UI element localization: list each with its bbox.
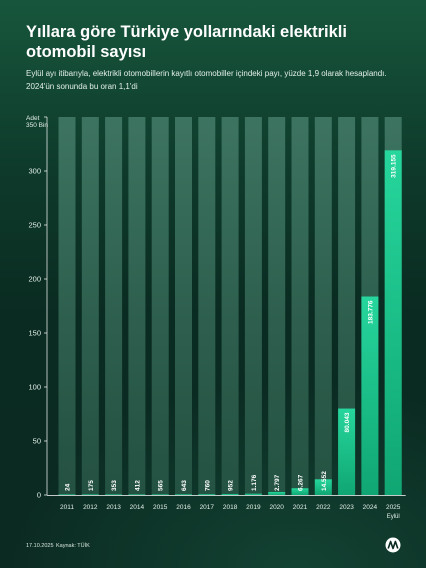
value-label-2017: 760 <box>204 480 211 491</box>
bar-background <box>268 117 286 495</box>
page-title: Yıllara göre Türkiye yollarındaki elektr… <box>26 23 347 61</box>
bar-background <box>198 117 216 495</box>
bar-background <box>221 117 239 495</box>
bar-2012 <box>81 494 99 495</box>
bar-background <box>175 117 192 495</box>
bar-2017 <box>198 494 216 495</box>
value-label-2012: 175 <box>88 480 95 491</box>
x-tick-label-2023: 2023 <box>339 504 354 511</box>
page-subtitle: Eylül ayı itibarıyla, elektrikli otomobi… <box>26 69 387 91</box>
y-tick-label: 150 <box>28 329 41 338</box>
y-tick-label: 0 <box>37 491 41 500</box>
bar-2020 <box>268 491 286 495</box>
y-axis-label-unit: Adet <box>26 115 40 122</box>
bar-2015 <box>151 494 169 495</box>
value-label-2025: 319.155 <box>391 154 398 178</box>
y-tick-label: 100 <box>28 383 41 392</box>
value-label-2014: 412 <box>134 480 141 491</box>
bar-background <box>81 117 99 495</box>
x-tick-label-2014: 2014 <box>130 504 145 511</box>
bar-background <box>338 117 356 495</box>
footer-source: Kaynak: TÜİK <box>56 543 90 549</box>
x-tick-label-2016: 2016 <box>176 504 191 511</box>
y-axis-label-top: 350 Bin <box>26 122 48 129</box>
x-tick-label-2011: 2011 <box>60 504 74 511</box>
x-tick-label-2021: 2021 <box>293 504 308 511</box>
x-tick-label-2012: 2012 <box>83 504 98 511</box>
x-axis: 2011 2012 2013 2014 2015 2016 2017 2018 2019 2020… <box>47 495 406 520</box>
value-label-2015: 565 <box>158 480 165 491</box>
value-label-2011: 24 <box>65 483 72 491</box>
bar-2021 <box>291 488 309 495</box>
value-label-2013: 353 <box>111 480 118 491</box>
value-label-2020: 2.797 <box>274 474 281 491</box>
x-tick-label-2022: 2022 <box>316 504 331 511</box>
bar-background <box>58 117 76 495</box>
value-label-2016: 643 <box>181 480 188 491</box>
y-tick-label: 50 <box>33 437 41 446</box>
aa-logo-icon <box>385 537 401 553</box>
x-tick-label-2024: 2024 <box>363 504 378 511</box>
x-tick-label-2017: 2017 <box>200 504 215 511</box>
bar-2018 <box>221 493 239 495</box>
x-tick-label-2020: 2020 <box>269 504 284 511</box>
x-tick-label-2015: 2015 <box>153 504 168 511</box>
value-label-2018: 952 <box>228 480 235 491</box>
bar-2011 <box>58 494 76 495</box>
bar-2016 <box>175 494 192 495</box>
x-tick-note: Eylül <box>387 514 400 520</box>
bar-background <box>128 117 146 495</box>
bar-2014 <box>128 494 146 495</box>
bar-2025 <box>384 150 402 495</box>
bar-2023 <box>338 408 356 495</box>
bar-2022 <box>314 479 332 495</box>
bar-background <box>105 117 123 495</box>
x-tick-label-2025: 2025 <box>386 504 401 511</box>
x-tick-label-2018: 2018 <box>223 504 238 511</box>
y-tick-label: 200 <box>28 275 41 284</box>
bar-background <box>151 117 169 495</box>
y-tick-label: 250 <box>28 221 41 230</box>
value-label-2024: 183.776 <box>367 300 374 324</box>
y-axis: 0 50 100 150 200 250 300 <box>28 116 48 500</box>
value-label-2022: 14.552 <box>321 471 328 491</box>
x-tick-label-2013: 2013 <box>106 504 121 511</box>
bar-background <box>314 117 332 495</box>
value-label-2023: 80.043 <box>344 412 351 432</box>
bar-2013 <box>105 494 123 495</box>
bars-group: 24 175 353 412 565 643 760 952 1.176 2.797 6.267 14… <box>58 117 402 495</box>
bar-2019 <box>244 493 262 495</box>
y-tick-label: 300 <box>28 167 41 176</box>
value-label-2019: 1.176 <box>251 474 258 491</box>
bar-2024 <box>361 296 379 495</box>
footer-date: 17.10.2025 <box>26 543 54 549</box>
value-label-2021: 6.267 <box>298 474 305 491</box>
bar-background <box>244 117 262 495</box>
x-tick-label-2019: 2019 <box>246 504 261 511</box>
bar-background <box>291 117 309 495</box>
